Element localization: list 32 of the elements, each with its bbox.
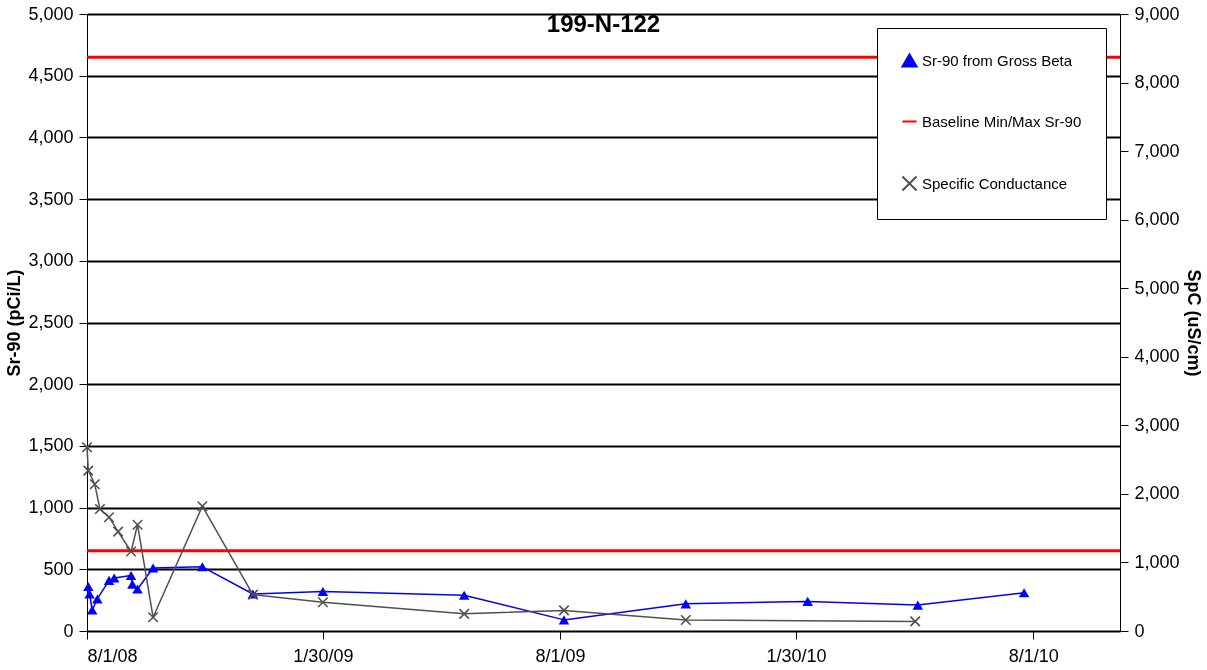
y2-tick-label: 3,000 — [1134, 414, 1180, 435]
y2-axis-title: SpC (uS/cm) — [1183, 269, 1204, 377]
y2-tick-label: 2,000 — [1134, 483, 1180, 504]
y2-tick-label: 7,000 — [1134, 140, 1180, 161]
y-tick-label: 500 — [43, 558, 74, 579]
y2-tick-label: 4,000 — [1134, 346, 1180, 367]
y-tick-label: 1,500 — [28, 435, 74, 456]
x-tick-label: 8/1/09 — [535, 645, 586, 666]
y-tick-label: 2,000 — [28, 373, 74, 394]
y-tick-label: 0 — [63, 620, 74, 641]
y-axis-title: Sr-90 (pCi/L) — [4, 269, 25, 377]
x-tick-label: 1/30/10 — [766, 645, 827, 666]
y-tick-label: 4,000 — [28, 126, 74, 147]
x-tick-label: 1/30/09 — [293, 645, 354, 666]
y-tick-label: 1,000 — [28, 497, 74, 518]
x-tick-label: 8/1/10 — [1008, 645, 1059, 666]
legend-label: Specific Conductance — [922, 174, 1068, 192]
y-tick-label: 3,500 — [28, 188, 74, 209]
legend-label: Baseline Min/Max Sr-90 — [922, 112, 1082, 130]
y-tick-label: 2,500 — [28, 312, 74, 332]
legend-label: Sr-90 from Gross Beta — [922, 51, 1073, 69]
y2-tick-label: 8,000 — [1134, 72, 1180, 93]
y2-tick-label: 9,000 — [1134, 3, 1180, 24]
y-tick-label: 3,000 — [28, 250, 74, 271]
y2-tick-label: 6,000 — [1134, 209, 1180, 230]
x-tick-label: 8/1/08 — [87, 645, 138, 666]
y2-tick-label: 5,000 — [1134, 277, 1180, 298]
chart-title: 199-N-122 — [546, 10, 661, 37]
y2-tick-label: 1,000 — [1134, 551, 1180, 572]
y-tick-label: 5,000 — [28, 3, 74, 24]
y-tick-label: 4,500 — [28, 65, 74, 86]
y2-tick-label: 0 — [1134, 620, 1145, 641]
